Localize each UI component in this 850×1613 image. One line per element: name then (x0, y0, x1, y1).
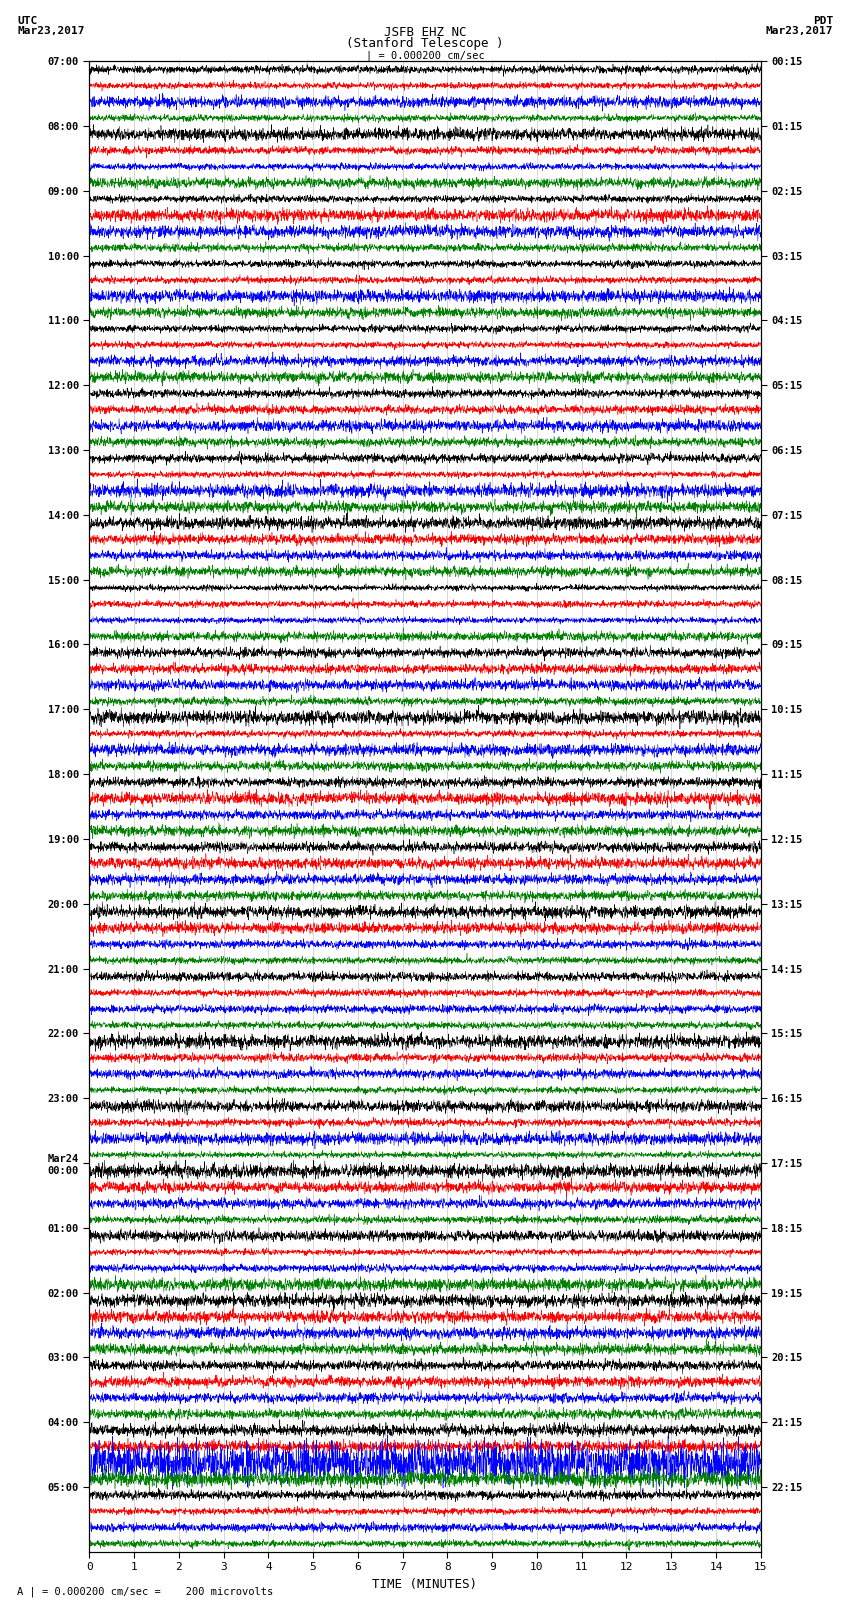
Text: UTC: UTC (17, 16, 37, 26)
Text: A | = 0.000200 cm/sec =    200 microvolts: A | = 0.000200 cm/sec = 200 microvolts (17, 1586, 273, 1597)
Text: Mar23,2017: Mar23,2017 (17, 26, 84, 35)
Text: JSFB EHZ NC: JSFB EHZ NC (383, 26, 467, 39)
Text: PDT: PDT (813, 16, 833, 26)
X-axis label: TIME (MINUTES): TIME (MINUTES) (372, 1578, 478, 1590)
Text: | = 0.000200 cm/sec: | = 0.000200 cm/sec (366, 50, 484, 61)
Text: (Stanford Telescope ): (Stanford Telescope ) (346, 37, 504, 50)
Text: Mar23,2017: Mar23,2017 (766, 26, 833, 35)
